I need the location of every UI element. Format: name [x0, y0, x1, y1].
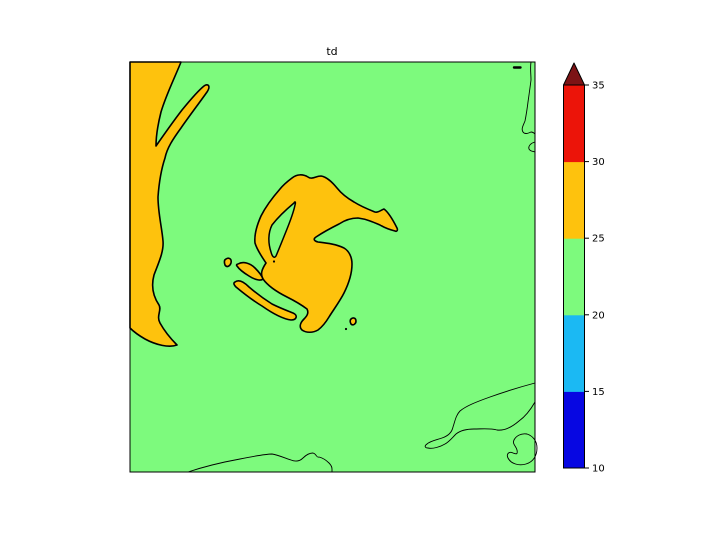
green-notch-hole-0	[268, 201, 297, 258]
contour-dot-1	[344, 327, 348, 331]
coastline-3	[521, 61, 536, 135]
td-25-30-region-3	[235, 261, 264, 281]
colorbar-tick-label-25: 25	[592, 234, 605, 245]
colorbar-tick-label-20: 20	[592, 310, 605, 321]
coastline-1	[424, 382, 536, 449]
colorbar-band-25-30	[563, 161, 585, 239]
colorbar-extend-arrow	[563, 62, 585, 86]
td-25-30-region-0	[129, 61, 210, 347]
td-25-30-region-5	[349, 317, 357, 326]
colorbar-tick-label-10: 10	[592, 464, 605, 475]
coastline-4	[528, 141, 536, 153]
axes-frame	[129, 61, 536, 473]
td-25-30-region-2	[223, 257, 232, 268]
plot-title: td	[326, 45, 337, 58]
coastline-2	[506, 433, 538, 466]
colorbar-tick-label-30: 30	[592, 157, 605, 168]
contour-dot-0	[272, 260, 276, 263]
td-25-30-region-4	[233, 280, 297, 321]
colorbar-band-15-20	[563, 314, 585, 392]
coastline-0	[187, 452, 333, 473]
colorbar-band-30-35	[563, 85, 585, 163]
colorbar-band-20-25	[563, 238, 585, 316]
colorbar-tick-label-35: 35	[592, 81, 605, 92]
colorbar-outline	[563, 84, 585, 469]
colorbar-tick-label-15: 15	[592, 387, 605, 398]
colorbar-band-10-15	[563, 391, 585, 469]
